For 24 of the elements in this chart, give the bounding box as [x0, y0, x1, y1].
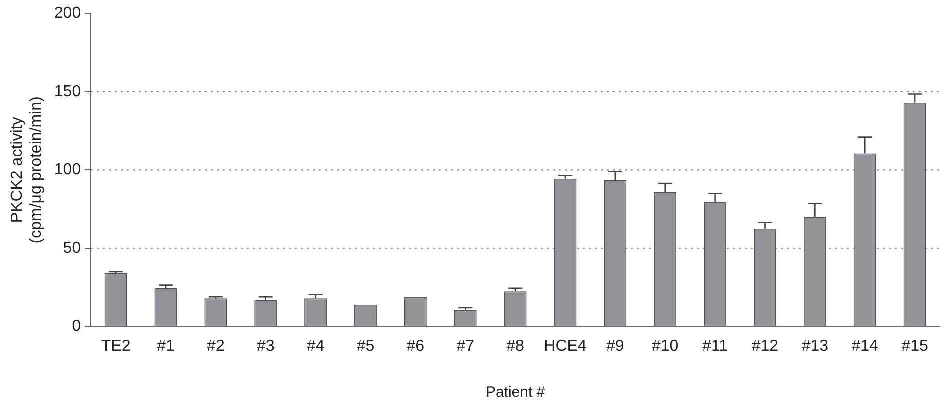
y-tick-label: 50: [63, 240, 82, 257]
y-tick-label: 100: [54, 162, 82, 179]
y-tick-label: 150: [54, 83, 82, 100]
x-tick-label: #15: [902, 338, 928, 355]
x-tick-label: #5: [356, 338, 375, 355]
x-tick-label: #12: [752, 338, 779, 355]
x-tick-label: #1: [157, 338, 175, 355]
y-tick-label: 200: [54, 5, 82, 22]
x-tick-label: #8: [506, 338, 525, 355]
x-tick-label: HCE4: [544, 338, 587, 355]
x-tick-label: #2: [207, 338, 225, 355]
x-tick-label: #9: [606, 338, 624, 355]
y-tick-label: 0: [72, 318, 82, 336]
x-tick-label: #6: [406, 338, 425, 355]
x-tick-label: #4: [306, 338, 325, 355]
x-axis-title: Patient #: [486, 384, 546, 402]
x-tick-label: #10: [652, 338, 679, 355]
x-tick-label: #7: [456, 338, 475, 355]
x-tick-label: #14: [852, 338, 879, 355]
x-tick-label: TE2: [101, 338, 131, 355]
x-tick-label: #13: [802, 338, 829, 355]
x-tick-label: #11: [702, 338, 728, 355]
y-axis-title: PKCK2 activity (cpm/μg protein/min): [9, 96, 46, 244]
x-tick-label: #3: [256, 338, 275, 355]
